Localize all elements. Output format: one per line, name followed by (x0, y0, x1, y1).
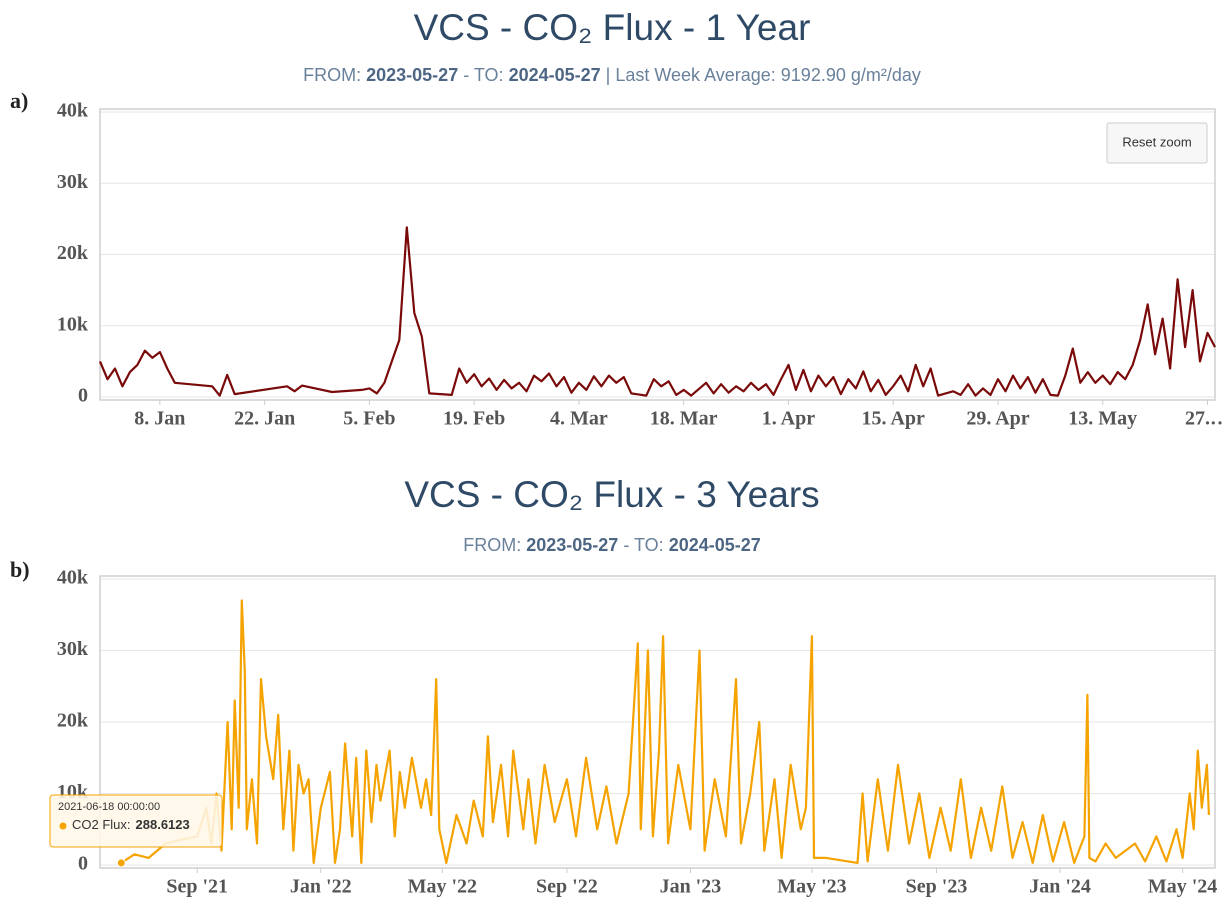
y-tick-label: 40k (57, 567, 89, 589)
reset-zoom-button[interactable]: Reset zoom (1106, 122, 1208, 164)
subtitle-date: 2024-05-27 (509, 65, 601, 85)
y-tick-label: 0 (78, 385, 88, 407)
tooltip: 2021-06-18 00:00:00 CO2 Flux: 288.6123 (49, 794, 223, 848)
hover-point (116, 858, 126, 868)
x-tick-label: 27.… (1185, 408, 1224, 430)
x-tick-label: 15. Apr (862, 408, 925, 430)
y-tick-label: 0 (78, 853, 88, 875)
subtitle-part: | Last Week Average: 9192.90 g/m²/day (606, 65, 921, 85)
x-tick-label: 29. Apr (966, 408, 1029, 430)
x-tick-label: Sep '22 (536, 876, 598, 898)
panel-label: b) (10, 557, 30, 582)
x-tick-label: 4. Mar (550, 408, 608, 430)
data-line (120, 599, 1210, 864)
x-tick-label: Jan '23 (660, 876, 722, 898)
plot-frame (99, 575, 1216, 869)
y-tick-label: 10k (57, 313, 89, 335)
tooltip-line: CO2 Flux: 288.6123 (72, 817, 190, 832)
subtitle-part: FROM: (463, 535, 521, 555)
y-tick-label: 30k (57, 638, 89, 660)
x-tick-label: Jan '24 (1029, 876, 1091, 898)
subtitle-date: 2023-05-27 (526, 535, 618, 555)
button-label: Reset zoom (1122, 134, 1191, 149)
tooltip-value: 288.6123 (136, 817, 190, 832)
x-tick-label: May '24 (1148, 876, 1217, 898)
panel-label: a) (10, 88, 28, 113)
chart-title: VCS - CO₂ Flux - 1 Year (414, 7, 811, 48)
button-box (1106, 122, 1208, 164)
x-tick-label: May '23 (777, 876, 846, 898)
x-tick-label: 22. Jan (234, 408, 295, 430)
tooltip-box (49, 794, 223, 848)
y-tick-label: 30k (57, 171, 89, 193)
chart-title: VCS - CO₂ Flux - 3 Years (404, 474, 819, 515)
x-tick-label: Sep '23 (906, 876, 968, 898)
y-tick-label: 20k (57, 242, 89, 264)
x-tick-label: 5. Feb (343, 408, 395, 430)
x-tick-label: Sep '21 (166, 876, 228, 898)
x-tick-label: May '22 (408, 876, 477, 898)
plot-frame (99, 108, 1216, 401)
y-tick-label: 20k (57, 710, 89, 732)
tooltip-dot (59, 822, 67, 830)
tooltip-date: 2021-06-18 00:00:00 (58, 801, 160, 813)
subtitle-date: 2024-05-27 (669, 535, 761, 555)
tooltip-label: CO2 Flux: (72, 817, 131, 832)
x-tick-label: 18. Mar (650, 408, 718, 430)
chart-subtitle: FROM: 2023-05-27 - TO: 2024-05-27 (463, 535, 761, 555)
x-tick-label: 13. May (1068, 408, 1137, 430)
subtitle-part: FROM: (303, 65, 361, 85)
x-tick-label: 8. Jan (134, 408, 185, 430)
x-tick-label: Jan '22 (290, 876, 352, 898)
data-line (98, 226, 1216, 397)
subtitle-part: - TO: (623, 535, 663, 555)
y-tick-label: 40k (57, 100, 89, 122)
subtitle-date: 2023-05-27 (366, 65, 458, 85)
subtitle-part: - TO: (463, 65, 503, 85)
x-tick-label: 19. Feb (443, 408, 505, 430)
chart-subtitle: FROM: 2023-05-27 - TO: 2024-05-27 | Last… (303, 65, 921, 85)
x-tick-label: 1. Apr (762, 408, 815, 430)
